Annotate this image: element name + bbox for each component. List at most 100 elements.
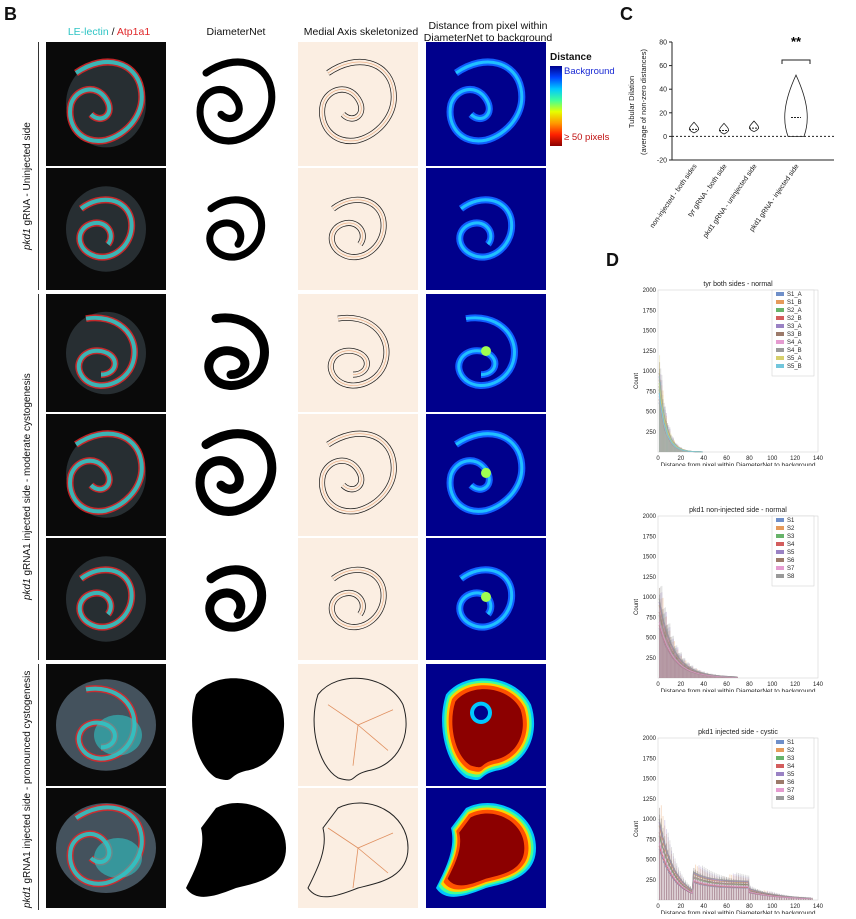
colorbar-bottom-label: ≥ 50 pixels xyxy=(564,132,609,143)
fluorescence-image-row3 xyxy=(46,294,166,412)
histogram-bar xyxy=(750,886,751,900)
histogram-bar xyxy=(807,897,808,900)
legend-swatch xyxy=(776,772,784,776)
violin-ylabel-2: (average of non-zero distances) xyxy=(639,49,648,155)
histogram-bar xyxy=(666,844,667,900)
legend-label: S2_B xyxy=(787,316,802,322)
histogram-bar xyxy=(743,874,744,900)
legend-label: S5_B xyxy=(787,364,802,370)
histogram-bar xyxy=(664,608,665,678)
group3-gene: pkd1 xyxy=(22,886,33,908)
legend-swatch xyxy=(776,542,784,546)
legend-label: S7 xyxy=(787,566,795,572)
histogram-bar xyxy=(681,874,682,900)
histogram-bar xyxy=(767,893,768,900)
legend-swatch xyxy=(776,764,784,768)
histogram-bar xyxy=(707,869,708,900)
violin-category-label: non-injected - both sides xyxy=(649,163,699,230)
violin-ytick-label: 60 xyxy=(659,63,667,70)
violin-shape xyxy=(785,75,808,136)
histogram-ytick-label: 2000 xyxy=(643,514,657,520)
histogram-bar xyxy=(737,677,738,678)
diameternet-mask-image-row7 xyxy=(176,788,296,908)
histogram-bar xyxy=(733,879,734,900)
colorbar-gradient xyxy=(550,66,562,146)
legend-label: S1 xyxy=(787,518,795,524)
stain-separator: / xyxy=(109,26,117,38)
distance-colorbar: Distance Background ≥ 50 pixels xyxy=(550,52,630,148)
violin-ytick-label: 80 xyxy=(659,40,667,47)
legend-label: S1_B xyxy=(787,300,802,306)
medial-axis-image-row2 xyxy=(298,168,418,290)
legend-swatch xyxy=(776,324,784,328)
significance-stars: ** xyxy=(791,34,802,49)
histogram-ytick-label: 1250 xyxy=(643,349,657,355)
panel-d-letter: D xyxy=(606,250,619,271)
violin-shape xyxy=(689,122,698,133)
violin-category-label: pkd1 gRNA - injected side xyxy=(749,163,801,233)
legend-label: S3_B xyxy=(787,332,802,338)
histogram-bar xyxy=(747,875,748,900)
histogram-bar xyxy=(731,878,732,900)
stain-header: LE-lectin / Atp1a1 xyxy=(46,26,172,38)
histogram-bar xyxy=(692,665,693,678)
histogram-bar xyxy=(712,872,713,900)
medial-axis-image-row7 xyxy=(298,788,418,908)
violin-ytick-label: 20 xyxy=(659,110,667,117)
histogram-bar xyxy=(661,586,662,678)
histogram-bar xyxy=(740,873,741,900)
histogram-bar xyxy=(675,858,676,900)
histogram-bar xyxy=(679,447,680,452)
histogram-bar xyxy=(779,894,780,900)
histogram-bar xyxy=(741,874,742,900)
legend-label: S4 xyxy=(787,764,795,770)
histogram-bar xyxy=(721,875,722,900)
diameternet-mask-image-row2 xyxy=(176,168,296,290)
histogram-ytick-label: 1000 xyxy=(643,595,657,601)
histogram-ytick-label: 750 xyxy=(646,389,657,395)
histogram-bar xyxy=(695,668,696,678)
legend-swatch xyxy=(776,574,784,578)
histogram-ytick-label: 500 xyxy=(646,858,657,864)
histogram-bar xyxy=(663,407,664,452)
histogram-bar xyxy=(735,879,736,900)
histogram-bar xyxy=(666,626,667,678)
histogram-bar xyxy=(676,863,677,900)
histogram-ytick-label: 1500 xyxy=(643,555,657,561)
histogram-title: tyr both sides - normal xyxy=(703,281,773,288)
histogram-bar xyxy=(665,607,666,678)
histogram-bar xyxy=(736,873,737,900)
histogram-bar xyxy=(677,654,678,678)
legend-label: S3_A xyxy=(787,324,802,330)
histogram-bar xyxy=(776,893,777,900)
histogram-bar xyxy=(680,653,681,678)
fluorescence-image-row5 xyxy=(46,538,166,660)
medial-axis-image-row4 xyxy=(298,414,418,536)
histogram-ytick-label: 250 xyxy=(646,430,657,436)
histogram-bar xyxy=(709,870,710,900)
histogram-bar xyxy=(669,840,670,900)
medial-axis-image-row1 xyxy=(298,42,418,166)
violin-ytick-label: 40 xyxy=(659,87,667,94)
legend-label: S8 xyxy=(787,796,795,802)
histogram-bar xyxy=(672,636,673,678)
distance-map-image-row2 xyxy=(426,168,546,290)
histogram-bar xyxy=(671,438,672,452)
legend-swatch xyxy=(776,534,784,538)
histogram-bar xyxy=(705,868,706,900)
histogram-ytick-label: 1750 xyxy=(643,534,657,540)
histogram-ylabel: Count xyxy=(634,373,640,389)
legend-label: S4_B xyxy=(787,348,802,354)
legend-label: S5_A xyxy=(787,356,802,362)
histogram-bar xyxy=(664,836,665,900)
histogram-bar xyxy=(699,670,700,678)
histogram-bar xyxy=(729,878,730,900)
histogram-xlabel: Distance from pixel within DiameterNet t… xyxy=(661,462,816,466)
histogram-ytick-label: 1000 xyxy=(643,369,657,375)
histogram-bar xyxy=(678,867,679,900)
legend-swatch xyxy=(776,526,784,530)
fluorescence-image-row6 xyxy=(46,664,166,786)
violin-shape xyxy=(719,123,728,134)
